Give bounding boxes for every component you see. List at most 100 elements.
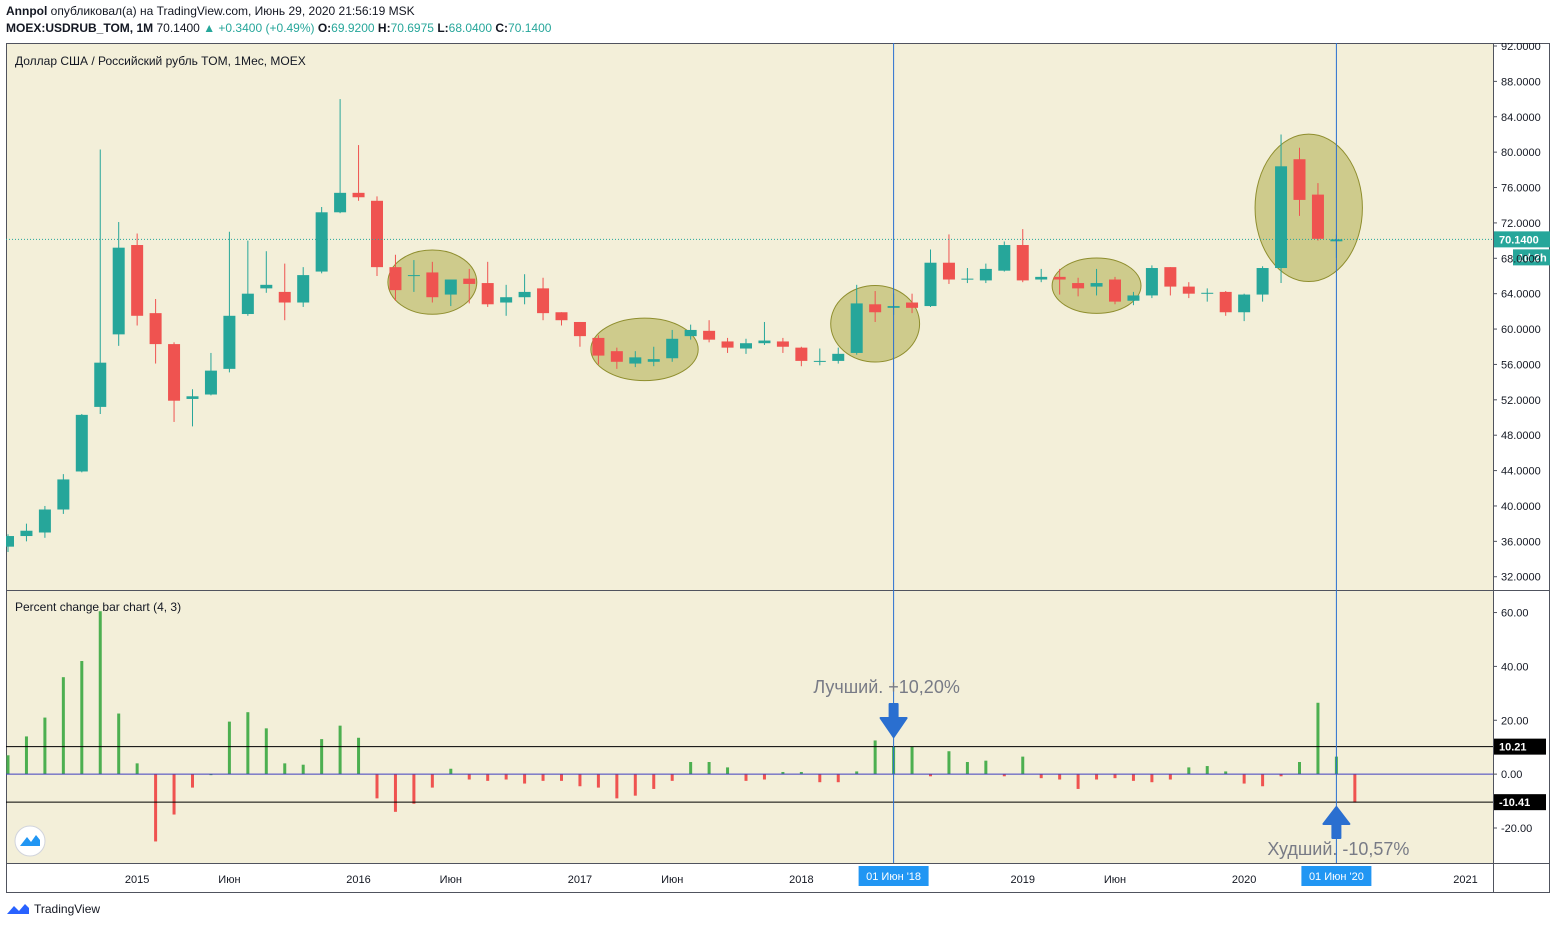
candle[interactable] xyxy=(1311,183,1324,241)
candle[interactable] xyxy=(1035,268,1048,283)
histogram-bar xyxy=(1205,766,1209,775)
candle-body xyxy=(629,357,642,364)
candle[interactable] xyxy=(1109,276,1121,305)
candle[interactable] xyxy=(1127,291,1140,306)
price-axis[interactable] xyxy=(1493,43,1550,863)
chart-canvas[interactable]: 10.21 -10.41 70.1400 1d 2h 01 Июн '18 01 Июн … xyxy=(2,41,1550,893)
threshold-label: 10.21 xyxy=(1499,742,1527,754)
candle[interactable] xyxy=(1293,147,1306,216)
candle[interactable] xyxy=(131,233,144,326)
last-price: 70.1400 xyxy=(156,21,200,35)
candle-body xyxy=(942,262,955,280)
candle[interactable] xyxy=(407,260,420,292)
candle[interactable] xyxy=(647,346,660,367)
indicator-title[interactable]: Percent change bar chart (4, 3) xyxy=(15,600,181,614)
candle[interactable] xyxy=(979,263,992,284)
candle[interactable] xyxy=(592,335,605,365)
indicator-tick-label: 0.00 xyxy=(1501,769,1522,781)
candle[interactable] xyxy=(629,351,642,368)
candle[interactable] xyxy=(850,284,863,355)
candle[interactable] xyxy=(426,261,439,303)
candle[interactable] xyxy=(204,352,217,396)
symbol-label[interactable]: MOEX:USDRUB_TOM, 1M xyxy=(6,21,154,35)
tradingview-logo-icon[interactable] xyxy=(6,902,30,916)
candle[interactable] xyxy=(241,240,254,316)
candle[interactable] xyxy=(721,337,734,353)
candle[interactable] xyxy=(315,206,328,274)
candle-body xyxy=(1219,291,1232,313)
candle-body xyxy=(795,347,808,361)
candle[interactable] xyxy=(813,348,826,366)
candle[interactable] xyxy=(20,523,33,542)
candle[interactable] xyxy=(942,234,955,284)
candle[interactable] xyxy=(334,99,347,214)
candle[interactable] xyxy=(389,254,402,301)
candle[interactable] xyxy=(1182,282,1195,299)
candle[interactable] xyxy=(260,251,273,293)
candle-body xyxy=(1256,268,1269,295)
candle[interactable] xyxy=(297,267,310,307)
candle[interactable] xyxy=(906,293,919,314)
price-pane[interactable] xyxy=(6,43,1493,590)
candle-body xyxy=(352,192,365,198)
candle[interactable] xyxy=(537,277,550,321)
candle[interactable] xyxy=(1145,265,1158,299)
candle[interactable] xyxy=(1219,291,1232,316)
candle-body xyxy=(38,509,51,533)
candle[interactable] xyxy=(832,347,845,364)
candle[interactable] xyxy=(666,329,679,362)
candle[interactable] xyxy=(555,312,568,326)
price-tick-label: 36.0000 xyxy=(1501,536,1541,548)
candle[interactable] xyxy=(94,149,107,414)
candle[interactable] xyxy=(371,196,383,276)
candle[interactable] xyxy=(223,231,236,373)
candle[interactable] xyxy=(795,346,808,367)
candle[interactable] xyxy=(2,534,14,552)
candle[interactable] xyxy=(481,261,494,307)
candle[interactable] xyxy=(573,321,586,347)
candle[interactable] xyxy=(463,268,476,304)
time-tick-label: 2020 xyxy=(1232,874,1256,886)
candle-body xyxy=(869,304,882,313)
candle[interactable] xyxy=(924,249,937,307)
author-name[interactable]: Annpol xyxy=(6,4,48,18)
candle[interactable] xyxy=(684,324,697,340)
histogram-bar xyxy=(1076,774,1080,789)
candle[interactable] xyxy=(1164,267,1177,296)
candle[interactable] xyxy=(444,279,457,307)
publish-info: Annpol опубликовал(а) на TradingView.com… xyxy=(6,4,415,18)
footer-brand[interactable]: TradingView xyxy=(34,902,101,916)
candle[interactable] xyxy=(186,389,199,427)
best-annotation: Лучший. +10,20% xyxy=(813,677,960,697)
candle[interactable] xyxy=(869,291,882,322)
candle[interactable] xyxy=(961,268,974,284)
chart-frame[interactable]: 10.21 -10.41 70.1400 1d 2h 01 Июн '18 01 Июн … xyxy=(2,41,1550,893)
candle[interactable] xyxy=(38,505,51,538)
candle[interactable] xyxy=(75,413,88,473)
candle-body xyxy=(481,283,494,305)
candle[interactable] xyxy=(149,298,162,364)
indicator-pane[interactable] xyxy=(6,591,1493,863)
candle[interactable] xyxy=(168,342,181,422)
candle[interactable] xyxy=(1072,277,1085,297)
candle[interactable] xyxy=(500,284,513,316)
candle[interactable] xyxy=(1256,266,1269,302)
candle[interactable] xyxy=(1053,268,1066,295)
candle[interactable] xyxy=(57,474,70,514)
candle[interactable] xyxy=(758,321,771,345)
candle[interactable] xyxy=(1016,229,1029,283)
candle[interactable] xyxy=(278,263,291,321)
candle[interactable] xyxy=(1238,293,1251,322)
candle[interactable] xyxy=(1090,268,1103,296)
candle[interactable] xyxy=(740,338,752,354)
candle[interactable] xyxy=(776,337,789,353)
candle[interactable] xyxy=(610,347,623,369)
candle[interactable] xyxy=(518,274,531,305)
candle[interactable] xyxy=(112,222,125,346)
candle[interactable] xyxy=(352,145,365,201)
candle[interactable] xyxy=(1275,134,1288,284)
candle[interactable] xyxy=(998,241,1011,272)
candle[interactable] xyxy=(703,320,716,343)
candle[interactable] xyxy=(1201,288,1214,302)
price-tick-label: 84.0000 xyxy=(1501,112,1541,124)
